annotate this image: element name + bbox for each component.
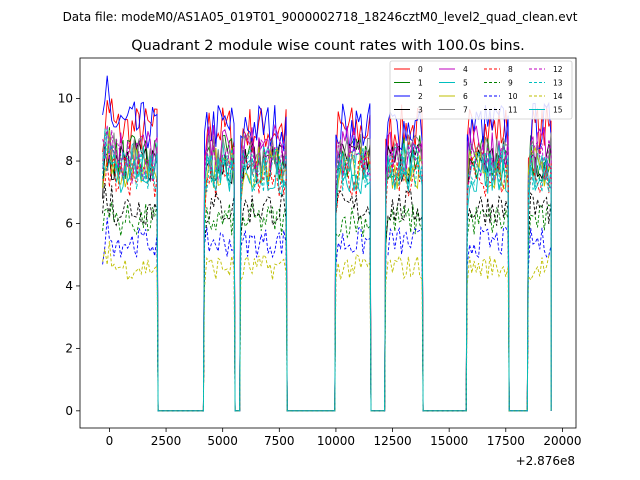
- series-line-14: [102, 240, 552, 412]
- legend-box: [389, 60, 573, 120]
- y-tick-label: 2: [65, 341, 73, 355]
- legend-label-2: 2: [418, 92, 423, 101]
- axes-frame: [79, 57, 577, 429]
- y-tick-label: 4: [65, 279, 73, 293]
- series-line-15: [102, 152, 552, 412]
- series-line-13: [102, 128, 552, 412]
- chart-title: Quadrant 2 module wise count rates with …: [131, 38, 525, 54]
- legend-label-8: 8: [508, 65, 513, 74]
- x-offset-label: +2.876e8: [516, 454, 575, 468]
- x-tick-label: 15000: [430, 434, 468, 448]
- x-tick-label: 10000: [317, 434, 355, 448]
- y-axis: 0 2 4 6 8 10: [58, 92, 80, 418]
- legend-label-15: 15: [553, 106, 563, 115]
- legend-label-1: 1: [418, 79, 423, 88]
- series-line-11: [102, 183, 552, 412]
- y-tick-label: 8: [65, 154, 73, 168]
- x-tick-label: 12500: [373, 434, 411, 448]
- legend-label-14: 14: [553, 92, 563, 101]
- suptitle: Data file: modeM0/AS1A05_019T01_90000027…: [63, 10, 578, 24]
- y-tick-label: 10: [58, 92, 73, 106]
- x-tick-label: 20000: [543, 434, 581, 448]
- legend-label-5: 5: [463, 79, 468, 88]
- legend-label-12: 12: [553, 65, 563, 74]
- legend-label-4: 4: [463, 65, 468, 74]
- legend-label-11: 11: [508, 106, 518, 115]
- y-tick-label: 6: [65, 216, 73, 230]
- legend-label-3: 3: [418, 106, 423, 115]
- legend-label-13: 13: [553, 79, 563, 88]
- x-tick-label: 17500: [487, 434, 525, 448]
- legend-label-7: 7: [463, 106, 468, 115]
- legend-label-10: 10: [508, 92, 518, 101]
- legend-label-0: 0: [418, 65, 423, 74]
- x-axis: 0 2500 5000 7500 10000 12500 15000 17500 20000: [106, 428, 582, 448]
- x-tick-label: 0: [106, 434, 114, 448]
- series-line-0: [102, 98, 552, 412]
- series-layer: [102, 75, 552, 412]
- y-tick-label: 0: [65, 404, 73, 418]
- legend-label-6: 6: [463, 92, 468, 101]
- legend-label-9: 9: [508, 79, 513, 88]
- series-line-8: [102, 155, 552, 412]
- x-tick-label: 5000: [207, 434, 238, 448]
- series-line-10: [102, 217, 552, 412]
- x-tick-label: 7500: [264, 434, 295, 448]
- x-tick-label: 2500: [151, 434, 182, 448]
